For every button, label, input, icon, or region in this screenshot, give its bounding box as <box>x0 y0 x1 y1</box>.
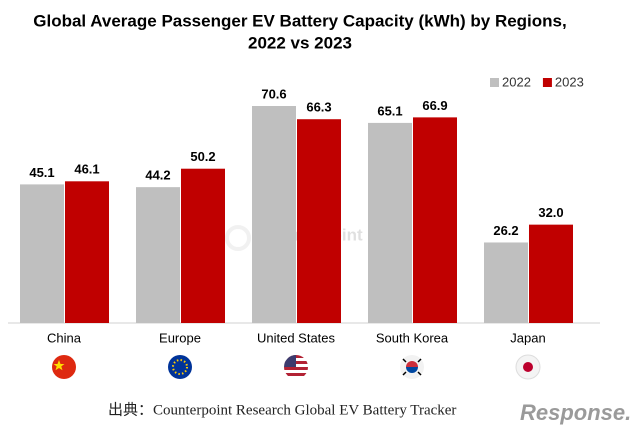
flag-usa <box>284 355 308 379</box>
logo: Response. <box>520 400 631 425</box>
legend-swatch <box>490 78 499 87</box>
flag-eu <box>168 355 192 379</box>
bar <box>20 184 64 323</box>
bar <box>252 106 296 323</box>
chart-title: Global Average Passenger EV Battery Capa… <box>33 11 566 30</box>
bar <box>65 181 109 323</box>
bar <box>484 242 528 323</box>
data-label: 26.2 <box>493 223 518 238</box>
legend-label: 2022 <box>502 74 531 89</box>
x-tick-label: Europe <box>159 330 201 345</box>
bar <box>529 224 573 323</box>
bar <box>181 168 225 323</box>
bar <box>368 122 412 324</box>
flag-china <box>52 355 76 379</box>
data-label: 32.0 <box>538 205 563 220</box>
data-label: 65.1 <box>377 103 402 118</box>
watermark-icon <box>225 225 251 251</box>
data-label: 70.6 <box>261 86 286 101</box>
data-label: 46.1 <box>74 162 99 177</box>
chart-title: 2022 vs 2023 <box>248 33 352 52</box>
bar <box>297 119 341 324</box>
data-label: 44.2 <box>145 168 170 183</box>
legend-swatch <box>542 78 552 87</box>
x-tick-label: South Korea <box>376 330 449 345</box>
x-tick-label: China <box>47 330 82 345</box>
source: 出典：Counterpoint Research Global EV Batte… <box>108 401 456 418</box>
bar <box>413 117 457 323</box>
data-label: 66.3 <box>306 100 331 115</box>
bar <box>136 187 180 323</box>
legend-label: 2023 <box>555 74 584 89</box>
data-label: 45.1 <box>29 165 54 180</box>
x-tick-label: United States <box>257 330 336 345</box>
data-label: 50.2 <box>190 149 215 164</box>
data-label: 66.9 <box>422 98 447 113</box>
flag-korea <box>400 355 424 379</box>
flag-japan <box>515 354 541 380</box>
x-tick-label: Japan <box>510 330 545 345</box>
